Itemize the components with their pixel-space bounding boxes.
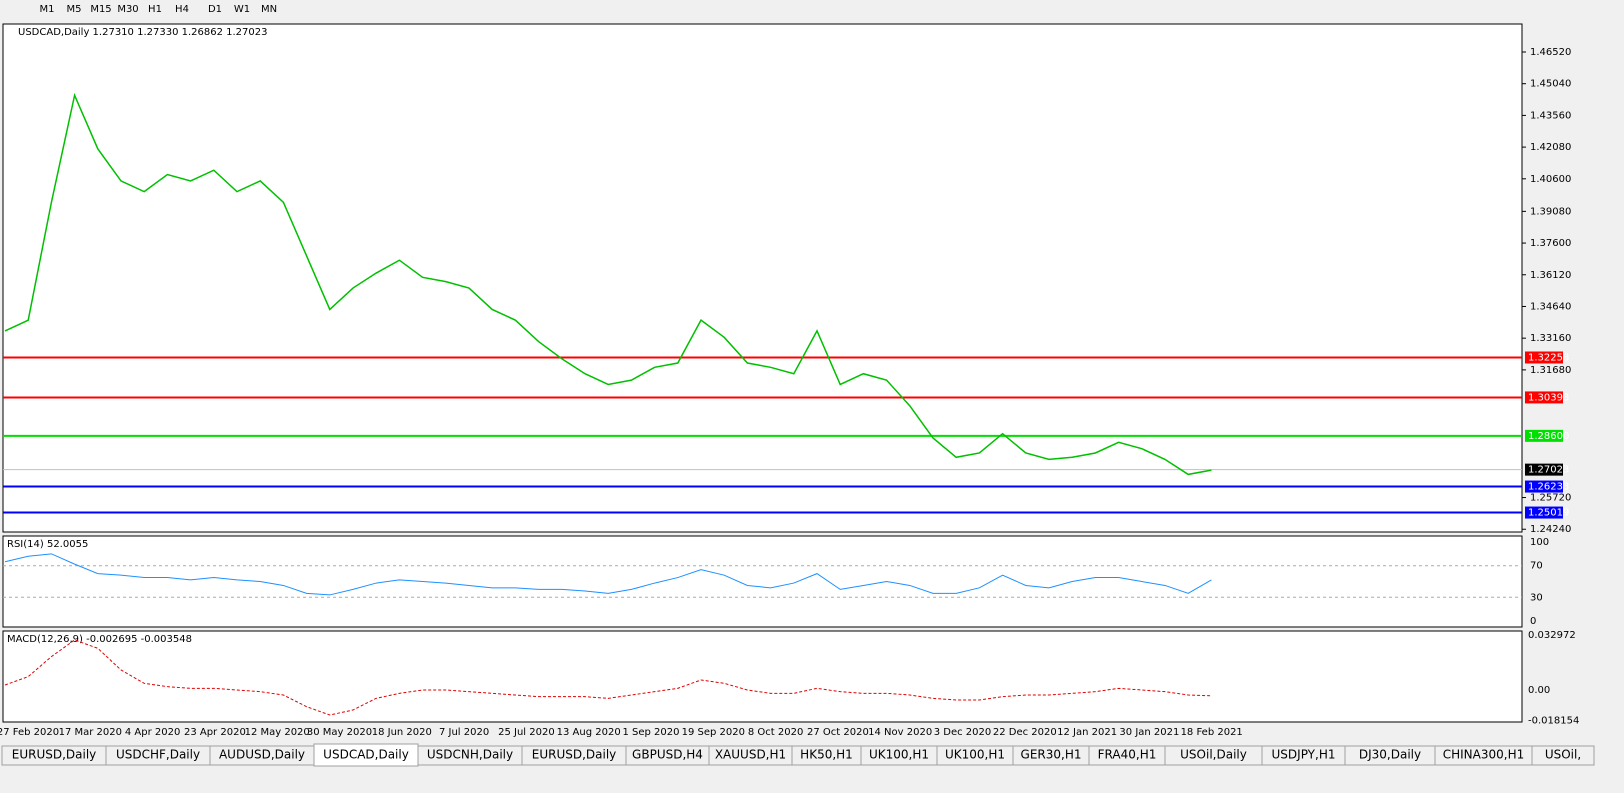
tab-label[interactable]: DJ30,Daily — [1359, 748, 1421, 762]
tab-label[interactable]: FRA40,H1 — [1098, 748, 1157, 762]
timeframe-button[interactable]: M30 — [117, 4, 138, 15]
price-tick-label: 1.45040 — [1530, 79, 1571, 90]
macd-label: MACD(12,26,9) -0.002695 -0.003548 — [7, 634, 192, 645]
tab-label[interactable]: USDCNH,Daily — [427, 748, 513, 762]
price-tick-label: 1.42080 — [1530, 142, 1571, 153]
macd-signal — [4, 639, 1212, 716]
level-label: 1.27023 — [1528, 465, 1569, 476]
tab-label[interactable]: GBPUSD,H4 — [632, 748, 703, 762]
price-tick-label: 1.36120 — [1530, 270, 1571, 281]
level-label-box — [1525, 463, 1563, 476]
date-label: 22 Dec 2020 — [993, 727, 1057, 738]
date-label: 19 Sep 2020 — [682, 727, 745, 738]
price-tick-label: 1.25720 — [1530, 493, 1571, 504]
rsi-tick-label: 100 — [1530, 537, 1549, 548]
rsi-tick-label: 0 — [1530, 616, 1536, 627]
macd-tick-label: 0.00 — [1528, 685, 1550, 696]
date-label: 30 May 2020 — [307, 727, 372, 738]
chart-header: USDCAD,Daily 1.27310 1.27330 1.26862 1.2… — [18, 27, 268, 38]
price-tick-label: 1.43560 — [1530, 110, 1571, 121]
rsi-tick-label: 70 — [1530, 561, 1543, 572]
date-label: 17 Mar 2020 — [59, 727, 122, 738]
tab-label[interactable]: USOil,Daily — [1180, 748, 1247, 762]
price-tick-label: 1.24240 — [1530, 524, 1571, 535]
price-panel — [2, 23, 1523, 533]
timeframe-button[interactable]: W1 — [234, 4, 250, 15]
date-label: 25 Jul 2020 — [498, 727, 555, 738]
price-tick-label: 1.34640 — [1530, 301, 1571, 312]
rsi-label: RSI(14) 52.0055 — [7, 539, 88, 550]
timeframe-button[interactable]: M5 — [67, 4, 82, 15]
timeframe-button[interactable]: H4 — [175, 4, 189, 15]
level-label-box — [1525, 391, 1563, 404]
price-line — [4, 92, 1212, 476]
level-label: 1.25019 — [1528, 508, 1569, 519]
tab-label[interactable]: EURUSD,Daily — [12, 748, 97, 762]
tab-label[interactable]: HK50,H1 — [800, 748, 853, 762]
price-tick-label: 1.33160 — [1530, 333, 1571, 344]
tab-label[interactable]: USDCAD,Daily — [323, 748, 409, 762]
price-tick-label: 1.37600 — [1530, 238, 1571, 249]
toolbar — [0, 0, 1624, 20]
tab-label[interactable]: GER30,H1 — [1021, 748, 1082, 762]
tab-label[interactable]: USDJPY,H1 — [1272, 748, 1336, 762]
tab-label[interactable]: EURUSD,Daily — [532, 748, 617, 762]
date-label: 18 Jun 2020 — [372, 727, 432, 738]
date-label: 27 Feb 2020 — [0, 727, 59, 738]
level-label: 1.32258 — [1528, 352, 1569, 363]
macd-tick-label: -0.018154 — [1528, 715, 1579, 726]
date-label: 7 Jul 2020 — [439, 727, 489, 738]
level-label-box — [1525, 506, 1563, 519]
date-label: 13 Aug 2020 — [557, 727, 621, 738]
price-tick-label: 1.46520 — [1530, 47, 1571, 58]
date-label: 14 Nov 2020 — [868, 727, 932, 738]
price-tick-label: 1.39080 — [1530, 206, 1571, 217]
rsi-panel — [2, 535, 1523, 628]
date-label: 3 Dec 2020 — [934, 727, 992, 738]
level-label-box — [1525, 480, 1563, 493]
date-label: 12 May 2020 — [245, 727, 310, 738]
macd-tick-label: 0.032972 — [1528, 630, 1576, 641]
rsi-line — [4, 553, 1212, 596]
tab-label[interactable]: XAUUSD,H1 — [715, 748, 786, 762]
level-label-box — [1525, 351, 1563, 364]
date-label: 1 Sep 2020 — [622, 727, 679, 738]
timeframe-button[interactable]: M1 — [40, 4, 55, 15]
tab-label[interactable]: USOil, — [1545, 748, 1581, 762]
rsi-tick-label: 30 — [1530, 592, 1543, 603]
tab-label[interactable]: UK100,H1 — [869, 748, 929, 762]
tab[interactable] — [1531, 745, 1595, 766]
timeframe-button[interactable]: D1 — [208, 4, 222, 15]
date-label: 8 Oct 2020 — [748, 727, 803, 738]
timeframe-button[interactable]: MN — [261, 4, 277, 15]
level-label-box — [1525, 429, 1563, 442]
date-label: 30 Jan 2021 — [1119, 727, 1179, 738]
level-label: 1.28600 — [1528, 431, 1569, 442]
price-tick-label: 1.31680 — [1530, 365, 1571, 376]
date-label: 12 Jan 2021 — [1057, 727, 1117, 738]
date-label: 4 Apr 2020 — [125, 727, 180, 738]
tab-label[interactable]: AUDUSD,Daily — [219, 748, 305, 762]
date-label: 18 Feb 2021 — [1181, 727, 1243, 738]
tab-label[interactable]: UK100,H1 — [945, 748, 1005, 762]
level-label: 1.26233 — [1528, 482, 1569, 493]
timeframe-button[interactable]: M15 — [90, 4, 111, 15]
price-tick-label: 1.40600 — [1530, 174, 1571, 185]
timeframe-button[interactable]: H1 — [148, 4, 162, 15]
level-label: 1.30393 — [1528, 392, 1569, 403]
date-label: 23 Apr 2020 — [184, 727, 246, 738]
macd-panel — [2, 630, 1523, 723]
date-label: 27 Oct 2020 — [807, 727, 869, 738]
tab-label[interactable]: CHINA300,H1 — [1443, 748, 1525, 762]
tab-label[interactable]: USDCHF,Daily — [116, 748, 200, 762]
